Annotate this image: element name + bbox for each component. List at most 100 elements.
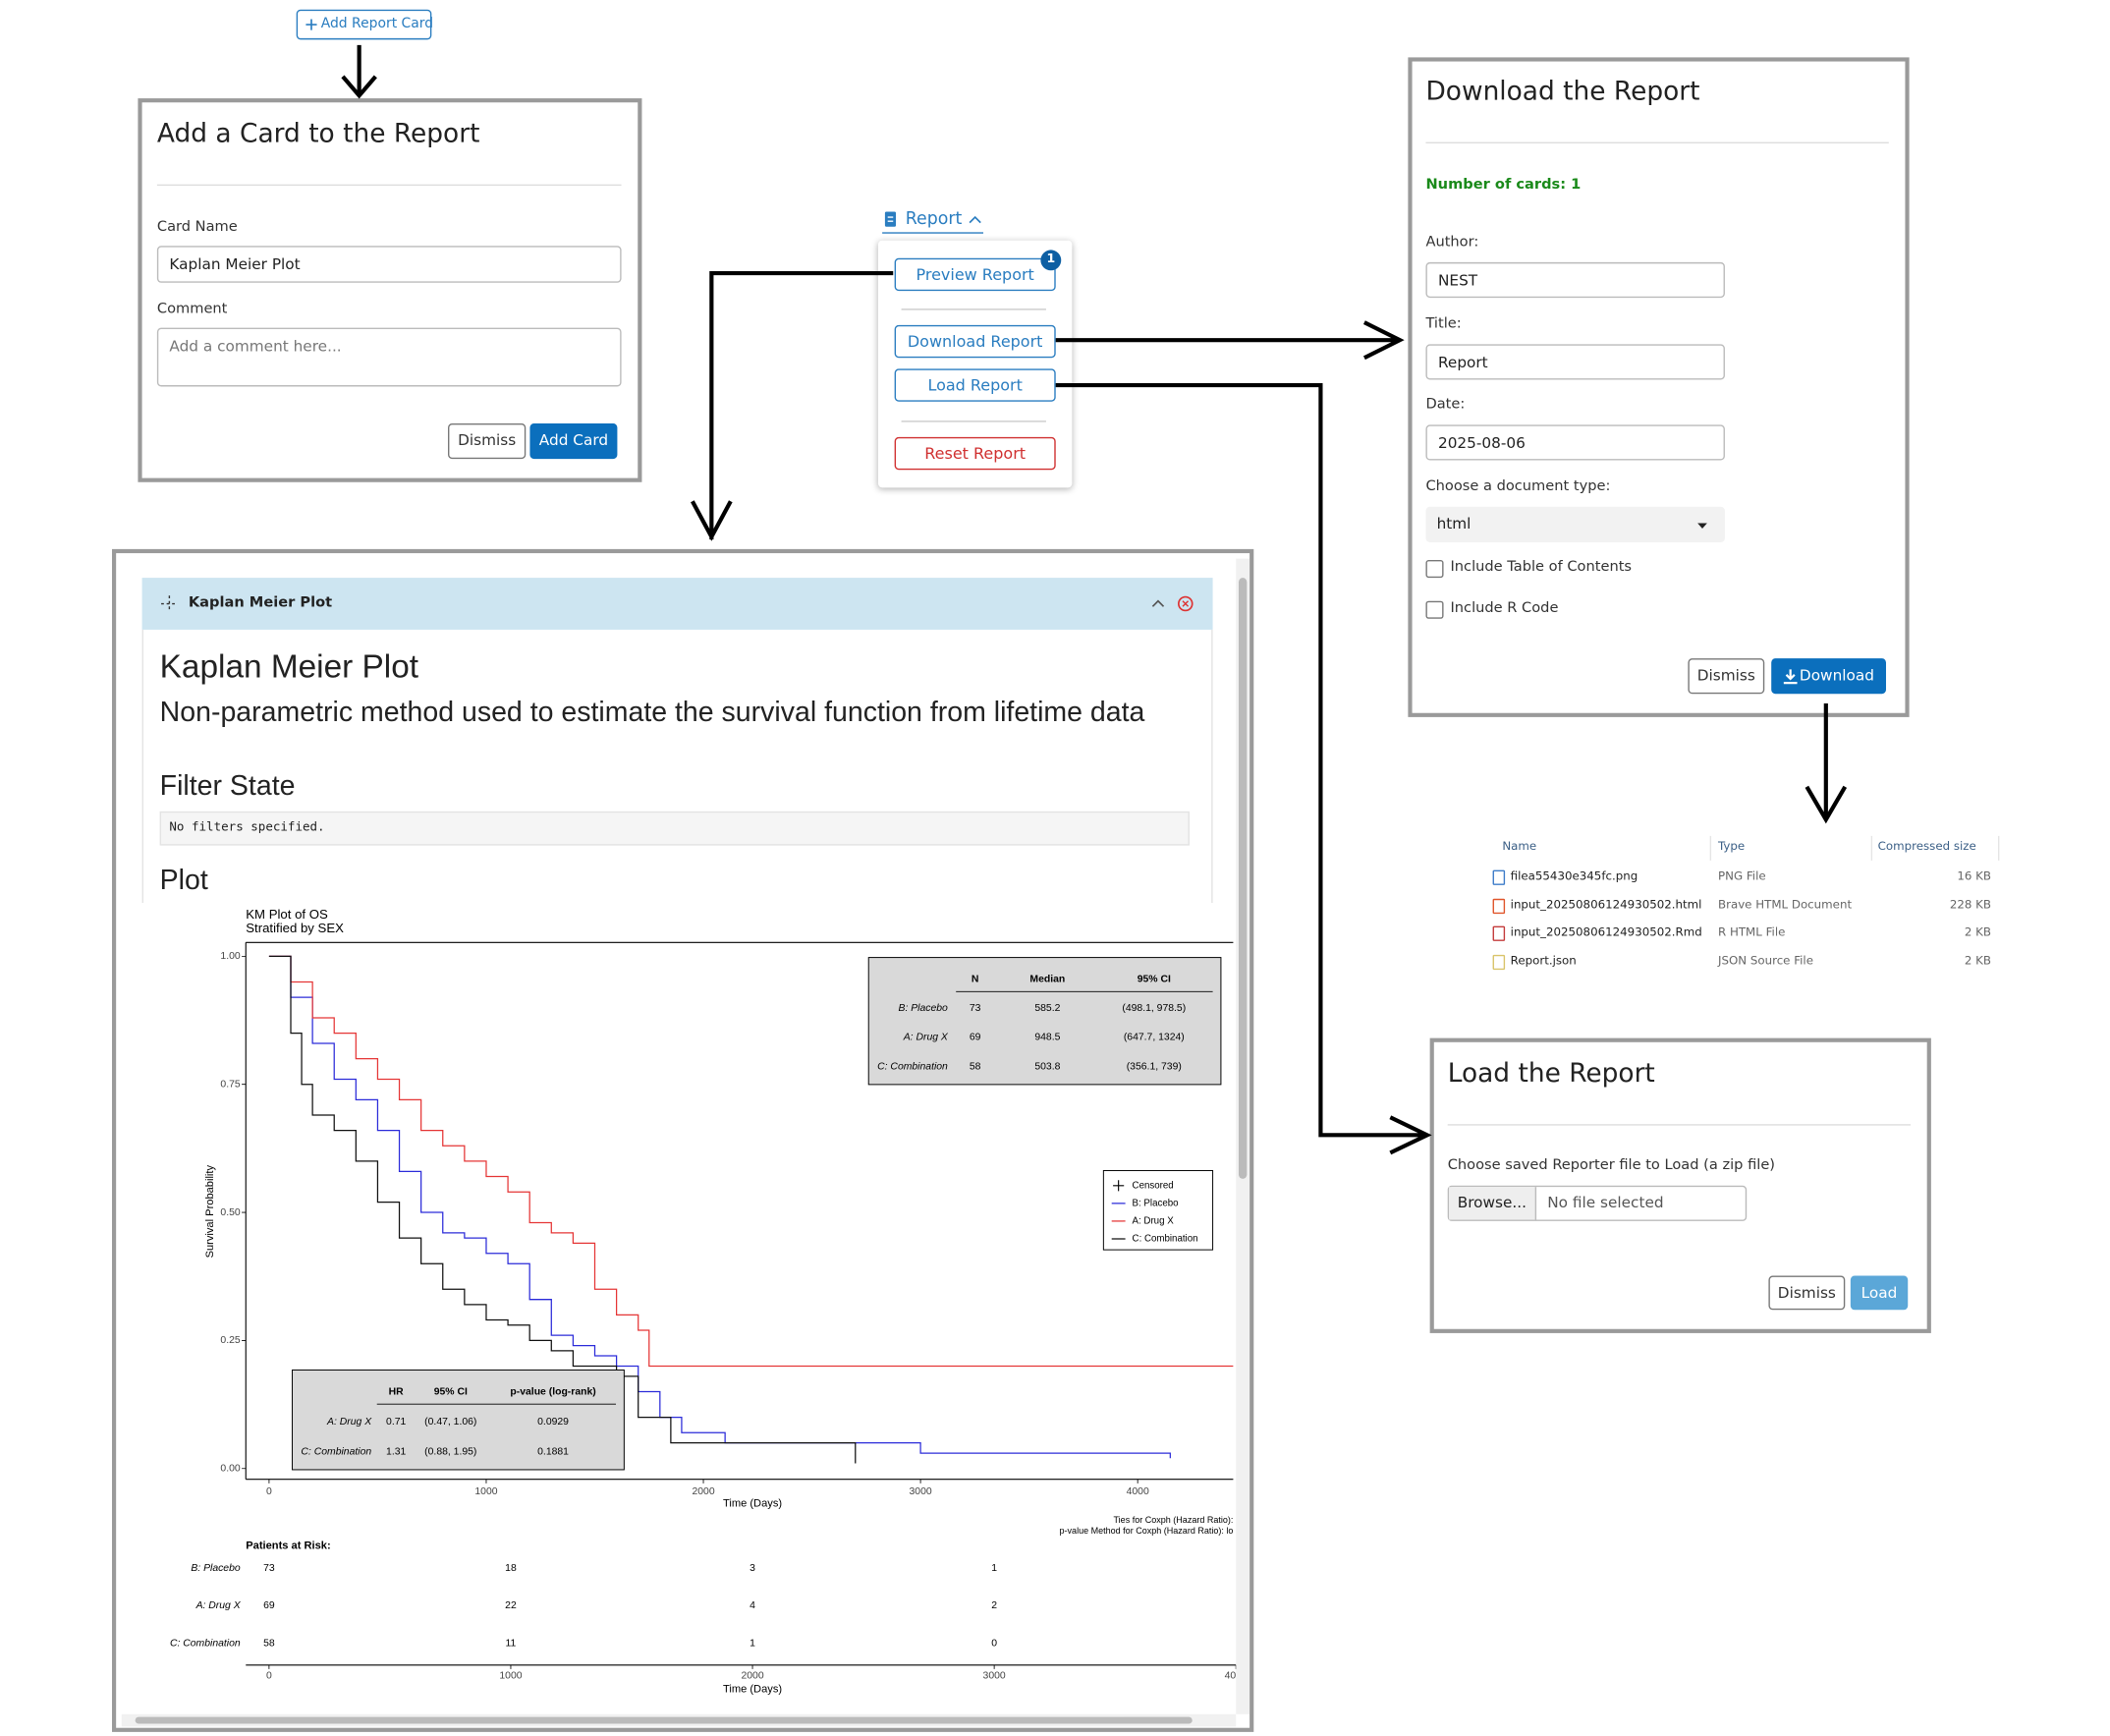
modal-title: Download the Report	[1425, 76, 1700, 107]
table-cell: 69	[970, 1033, 981, 1043]
field-label: Choose saved Reporter file to Load (a zi…	[1447, 1156, 1776, 1174]
arrow	[691, 270, 894, 541]
heading: Kaplan Meier Plot	[159, 648, 419, 686]
y-tick-label: 1.00	[220, 951, 240, 962]
plus-icon	[305, 19, 317, 30]
risk-count: 18	[505, 1563, 517, 1574]
y-tick-label: 0.50	[220, 1207, 240, 1218]
column-header: Name	[1502, 840, 1537, 854]
risk-count: 1	[750, 1638, 755, 1649]
author-input[interactable]: NEST	[1425, 261, 1725, 299]
risk-count: 1	[991, 1563, 997, 1574]
table-cell: 585.2	[1034, 1003, 1060, 1014]
field-label: Comment	[156, 300, 228, 317]
y-tick-label: 0.75	[220, 1079, 240, 1090]
reset-report-button[interactable]: Reset Report	[894, 436, 1056, 471]
card-name-input[interactable]: Kaplan Meier Plot	[156, 246, 622, 283]
legend-label: Censored	[1133, 1180, 1174, 1191]
risk-count: 58	[263, 1638, 275, 1649]
doc-type-select[interactable]: html	[1425, 506, 1725, 542]
title-input[interactable]: Report	[1425, 344, 1725, 380]
footnote: p-value Method for Coxph (Hazard Ratio):…	[1060, 1526, 1234, 1536]
risk-count: 73	[263, 1563, 275, 1574]
risk-count: 4	[750, 1600, 755, 1611]
caret-icon	[969, 215, 981, 224]
divider	[901, 420, 1046, 422]
rcode-checkbox[interactable]	[1425, 600, 1444, 619]
column-header: Compressed size	[1877, 840, 1976, 854]
table-cell: (356.1, 739)	[1127, 1062, 1182, 1073]
x-tick-label: 0	[266, 1486, 272, 1497]
table-header: N	[972, 975, 979, 985]
survival-curve	[268, 955, 1234, 1368]
table-cell: 73	[970, 1003, 981, 1014]
table-cell: (498.1, 978.5)	[1122, 1003, 1186, 1014]
plot-heading: Plot	[159, 865, 208, 897]
risk-row-label: B: Placebo	[191, 1563, 241, 1574]
legend-label: B: Placebo	[1133, 1198, 1179, 1208]
add-card-button[interactable]: Add Card	[529, 422, 618, 460]
dismiss-button[interactable]: Dismiss	[1688, 658, 1765, 695]
arrow	[1055, 320, 1405, 361]
download-report-button[interactable]: Download Report	[894, 324, 1056, 359]
dismiss-button[interactable]: Dismiss	[448, 422, 527, 460]
button-label: Add Report Card	[320, 16, 434, 31]
card-count: Number of cards: 1	[1425, 176, 1582, 194]
card-controls[interactable]	[1150, 594, 1205, 613]
file-size: 228 KB	[1949, 898, 1992, 913]
table-cell: 0.1881	[537, 1447, 569, 1458]
field-label: Title:	[1425, 315, 1462, 332]
table-row-label: A: Drug X	[326, 1417, 372, 1428]
file-size: 2 KB	[1964, 926, 1992, 941]
vertical-scrollbar[interactable]	[1236, 558, 1250, 1714]
divider	[901, 308, 1046, 310]
legend-label: A: Drug X	[1133, 1215, 1175, 1226]
table-cell: 0.71	[386, 1417, 406, 1428]
table-cell: 0.0929	[537, 1417, 569, 1428]
browse-button[interactable]: Browse...	[1449, 1187, 1537, 1220]
card-count-badge: 1	[1040, 250, 1062, 271]
file-type: JSON Source File	[1717, 954, 1814, 969]
survival-curve	[268, 955, 1171, 1459]
x-axis-label: Time (Days)	[723, 1498, 782, 1510]
x-tick-label: 3000	[910, 1486, 932, 1497]
legend-label: C: Combination	[1133, 1234, 1198, 1245]
file-icon	[1492, 954, 1506, 971]
load-report-button[interactable]: Load Report	[894, 368, 1056, 402]
dismiss-button[interactable]: Dismiss	[1768, 1275, 1846, 1311]
scroll-thumb[interactable]	[1238, 578, 1248, 1179]
date-input[interactable]: 2025-08-06	[1425, 424, 1725, 461]
toc-checkbox[interactable]	[1425, 560, 1444, 579]
table-row-label: C: Combination	[301, 1447, 371, 1458]
table-row-label: C: Combination	[877, 1062, 948, 1073]
load-button[interactable]: Load	[1850, 1275, 1909, 1311]
add-report-card-button[interactable]: Add Report Card	[296, 9, 434, 40]
x-tick-label: 3000	[983, 1671, 1006, 1682]
file-input[interactable]: Browse... No file selected	[1447, 1185, 1748, 1221]
file-name: filea55430e345fc.png	[1510, 869, 1638, 884]
x-tick-label: 2000	[741, 1671, 763, 1682]
comment-textarea[interactable]: Add a comment here...	[156, 327, 622, 387]
column-separator	[1709, 835, 1712, 861]
field-label: Author:	[1425, 233, 1479, 251]
file-type: Brave HTML Document	[1717, 898, 1853, 913]
report-menu-toggle[interactable]: Report	[882, 207, 984, 234]
x-tick-label: 4000	[1225, 1671, 1237, 1682]
checkbox-label: Include Table of Contents	[1450, 558, 1633, 576]
field-label: Date:	[1425, 396, 1466, 413]
table-cell: (647.7, 1324)	[1124, 1033, 1185, 1043]
preview-report-button[interactable]: Preview Report	[894, 257, 1056, 292]
doc-icon	[884, 211, 897, 227]
table-row-label: A: Drug X	[903, 1033, 949, 1043]
horizontal-scrollbar[interactable]	[121, 1713, 1237, 1727]
card-header-title: Kaplan Meier Plot	[188, 593, 333, 611]
table-header: HR	[389, 1386, 405, 1397]
download-button[interactable]: Download	[1771, 658, 1886, 695]
select-value: html	[1436, 515, 1471, 533]
file-size: 2 KB	[1964, 954, 1992, 969]
censor-symbol	[1113, 1180, 1125, 1192]
scroll-thumb[interactable]	[135, 1716, 1193, 1724]
description: Non-parametric method used to estimate t…	[159, 697, 1145, 729]
